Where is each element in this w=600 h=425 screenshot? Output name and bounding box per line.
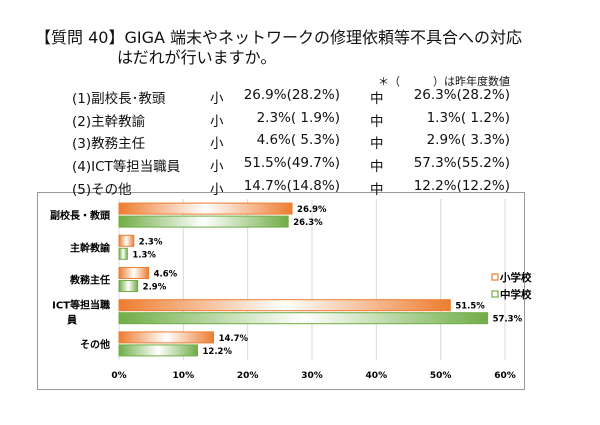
summary-label: (2)主幹教諭 <box>72 114 146 130</box>
summary-m-label: 中 <box>370 182 384 198</box>
summary-s: 4.6%( 5.3%) <box>256 132 340 148</box>
summary-s: 26.9%(28.2%) <box>243 87 340 103</box>
summary-label: (3)教務主任 <box>72 136 146 152</box>
summary-s-label: 小 <box>210 182 224 198</box>
summary-m: 12.2%(12.2%) <box>413 178 510 194</box>
summary-m: 1.3%( 1.2%) <box>426 110 510 126</box>
summary-s-label: 小 <box>210 159 224 175</box>
summary-s-label: 小 <box>210 114 224 130</box>
summary-m: 2.9%( 3.3%) <box>426 132 510 148</box>
summary-label: (4)ICT等担当職員 <box>72 159 181 175</box>
chart-frame <box>37 192 525 390</box>
summary-label: (1)副校長･教頭 <box>72 91 166 107</box>
summary-m-label: 中 <box>370 91 384 107</box>
summary-s-label: 小 <box>210 91 224 107</box>
summary-m-label: 中 <box>370 159 384 175</box>
question-title-line2: はだれが行いますか。 <box>117 48 277 67</box>
summary-m-label: 中 <box>370 136 384 152</box>
summary-m-label: 中 <box>370 114 384 130</box>
summary-s: 14.7%(14.8%) <box>243 178 340 194</box>
summary-s: 51.5%(49.7%) <box>243 155 340 171</box>
note: ＊（ ）は昨年度数値 <box>378 75 510 88</box>
summary-s: 2.3%( 1.9%) <box>256 110 340 126</box>
summary-m: 57.3%(55.2%) <box>413 155 510 171</box>
summary-label: (5)その他 <box>72 182 132 198</box>
summary-m: 26.3%(28.2%) <box>413 87 510 103</box>
question-title: 【質問 40】GIGA 端末やネットワークの修理依頼等不具合への対応 <box>35 28 522 47</box>
summary-s-label: 小 <box>210 136 224 152</box>
